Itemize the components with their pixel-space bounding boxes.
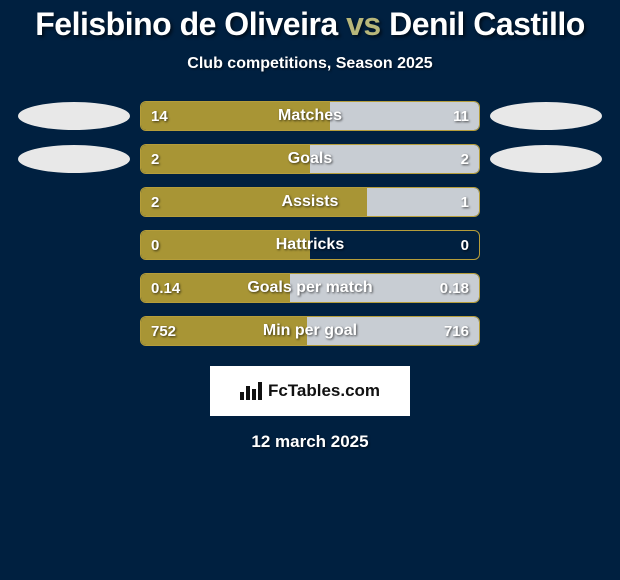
avatar-spacer [490, 274, 602, 302]
stat-bar-right-fill [310, 145, 479, 173]
stat-value-left: 0.14 [151, 274, 180, 302]
avatar-spacer [18, 188, 130, 216]
stat-value-right: 11 [453, 102, 469, 130]
player2-avatar [490, 145, 602, 173]
stat-value-right: 716 [444, 317, 469, 345]
stat-row: 00Hattricks [0, 230, 620, 260]
stat-bar: 21Assists [140, 187, 480, 217]
avatar-spacer [18, 231, 130, 259]
stat-value-left: 0 [151, 231, 159, 259]
stat-row: 21Assists [0, 187, 620, 217]
stat-bar: 22Goals [140, 144, 480, 174]
stat-bar-left-fill [141, 188, 367, 216]
bar-chart-icon [240, 382, 262, 400]
stat-value-right: 0.18 [440, 274, 469, 302]
stat-bar: 1411Matches [140, 101, 480, 131]
stat-bar: 0.140.18Goals per match [140, 273, 480, 303]
stat-value-left: 14 [151, 102, 168, 130]
avatar-spacer [490, 188, 602, 216]
date-text: 12 march 2025 [0, 432, 620, 452]
fctables-logo[interactable]: FcTables.com [210, 366, 410, 416]
subtitle: Club competitions, Season 2025 [0, 55, 620, 73]
comparison-card: Felisbino de Oliveira vs Denil Castillo … [0, 0, 620, 452]
logo-text: FcTables.com [268, 381, 380, 401]
stat-value-left: 2 [151, 188, 159, 216]
stat-value-left: 752 [151, 317, 176, 345]
stat-bar-left-fill [141, 145, 310, 173]
player1-avatar [18, 145, 130, 173]
stat-row: 1411Matches [0, 101, 620, 131]
vs-text: vs [346, 6, 381, 42]
stat-row: 22Goals [0, 144, 620, 174]
avatar-spacer [18, 317, 130, 345]
player2-name: Denil Castillo [389, 6, 585, 42]
stat-bar: 752716Min per goal [140, 316, 480, 346]
stat-value-right: 1 [461, 188, 469, 216]
avatar-spacer [490, 231, 602, 259]
stat-row: 0.140.18Goals per match [0, 273, 620, 303]
player1-name: Felisbino de Oliveira [35, 6, 337, 42]
page-title: Felisbino de Oliveira vs Denil Castillo [0, 6, 620, 43]
stat-bar-left-fill [141, 102, 330, 130]
avatar-spacer [490, 317, 602, 345]
stat-bar-left-fill [141, 231, 310, 259]
stats-rows: 1411Matches22Goals21Assists00Hattricks0.… [0, 101, 620, 346]
stat-value-right: 0 [461, 231, 469, 259]
player2-avatar [490, 102, 602, 130]
stat-value-right: 2 [461, 145, 469, 173]
stat-value-left: 2 [151, 145, 159, 173]
stat-bar: 00Hattricks [140, 230, 480, 260]
player1-avatar [18, 102, 130, 130]
avatar-spacer [18, 274, 130, 302]
stat-row: 752716Min per goal [0, 316, 620, 346]
